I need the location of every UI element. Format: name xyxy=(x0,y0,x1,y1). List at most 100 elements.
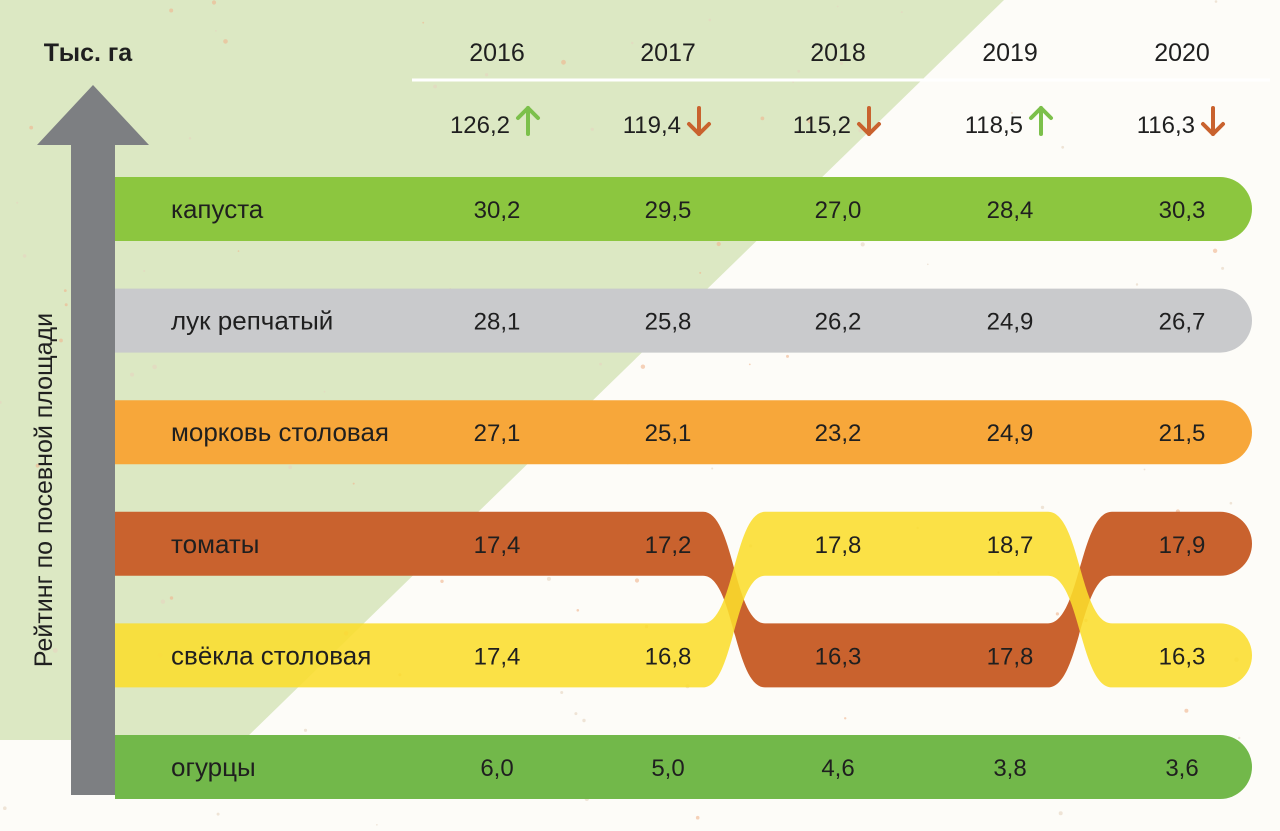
band-svekla xyxy=(115,511,1252,688)
band-luk xyxy=(115,288,1252,353)
speckle xyxy=(1229,501,1233,505)
speckle xyxy=(1184,708,1189,713)
speckle xyxy=(1040,505,1045,510)
year-header: 2018 xyxy=(810,39,866,67)
crop-label: морковь столовая xyxy=(171,417,389,447)
speckle xyxy=(561,59,566,65)
speckle xyxy=(0,400,2,404)
speckle xyxy=(695,815,700,820)
value-cell: 3,8 xyxy=(993,755,1026,782)
value-cell: 23,2 xyxy=(815,420,862,447)
value-cell: 17,4 xyxy=(474,643,521,670)
speckle xyxy=(288,465,293,470)
value-cell: 21,5 xyxy=(1159,420,1206,447)
value-cell: 25,1 xyxy=(645,420,692,447)
speckle xyxy=(582,718,586,723)
total-value: 116,3 xyxy=(1137,112,1195,139)
value-cell: 16,3 xyxy=(1159,643,1206,670)
value-cell: 30,2 xyxy=(474,197,521,224)
value-cell: 30,3 xyxy=(1159,197,1206,224)
speckle xyxy=(900,11,903,14)
speckle xyxy=(323,390,326,393)
total-value: 118,5 xyxy=(965,112,1023,139)
value-cell: 27,0 xyxy=(815,197,862,224)
value-cell: 17,4 xyxy=(474,532,521,559)
value-cell: 16,8 xyxy=(645,643,692,670)
speckle xyxy=(807,118,812,124)
value-cell: 26,2 xyxy=(815,309,862,336)
speckle xyxy=(169,596,174,600)
speckle xyxy=(303,728,308,732)
value-cell: 18,7 xyxy=(987,532,1034,559)
value-cell: 24,9 xyxy=(987,420,1034,447)
arrow-down-icon xyxy=(857,106,881,136)
speckle xyxy=(792,81,794,83)
rank-arrow xyxy=(37,85,149,795)
value-cell: 17,8 xyxy=(987,643,1034,670)
arrow-up-icon xyxy=(516,106,540,136)
speckle xyxy=(1214,0,1218,3)
crop-label: лук репчатый xyxy=(171,306,333,336)
speckle xyxy=(711,467,714,470)
speckle xyxy=(211,0,217,5)
band-tomaty xyxy=(115,511,1252,688)
value-cell: 29,5 xyxy=(645,197,692,224)
speckle xyxy=(16,201,19,204)
speckle xyxy=(188,137,192,140)
speckle xyxy=(63,289,67,292)
speckle xyxy=(223,39,228,44)
speckle xyxy=(786,354,789,358)
speckle xyxy=(760,116,765,121)
crop-label: свёкла столовая xyxy=(171,640,371,670)
speckle xyxy=(433,84,437,89)
year-header: 2019 xyxy=(982,39,1038,67)
speckle xyxy=(1238,736,1241,740)
arrow-shaft xyxy=(71,145,115,795)
value-cell: 17,8 xyxy=(815,532,862,559)
speckle xyxy=(797,69,801,73)
value-cell: 24,9 xyxy=(987,309,1034,336)
speckle xyxy=(546,576,551,581)
speckle xyxy=(215,30,217,32)
value-cell: 5,0 xyxy=(651,755,684,782)
speckle xyxy=(576,609,580,612)
speckle xyxy=(216,812,220,816)
crop-label: томаты xyxy=(171,529,259,559)
year-headers: 2016 2017 2018 2019 2020 xyxy=(469,39,1210,67)
speckle xyxy=(640,364,646,369)
value-cell: 17,9 xyxy=(1159,532,1206,559)
speckle xyxy=(485,73,489,77)
speckle xyxy=(59,338,63,343)
speckle xyxy=(1010,111,1014,114)
speckle xyxy=(1135,283,1139,286)
total-value: 115,2 xyxy=(793,112,851,139)
speckle xyxy=(839,61,844,65)
value-cell: 25,8 xyxy=(645,309,692,336)
speckle xyxy=(844,717,847,720)
speckle xyxy=(841,125,846,130)
value-cell: 17,2 xyxy=(645,532,692,559)
speckle xyxy=(1212,248,1218,253)
value-cell: 6,0 xyxy=(480,755,513,782)
speckle xyxy=(1055,612,1059,616)
crop-bands xyxy=(115,177,1252,799)
speckle xyxy=(352,482,355,485)
speckle xyxy=(422,21,425,24)
speckle xyxy=(22,254,27,258)
unit-label: Тыс. га xyxy=(44,39,133,67)
speckle xyxy=(699,271,702,274)
speckle xyxy=(599,362,602,366)
speckle xyxy=(1143,468,1146,471)
band-kapusta xyxy=(115,177,1252,241)
speckle xyxy=(52,648,58,653)
value-cell: 3,6 xyxy=(1165,755,1198,782)
speckle xyxy=(634,578,640,583)
speckle xyxy=(858,128,862,133)
value-cell: 16,3 xyxy=(815,643,862,670)
speckle xyxy=(631,41,634,45)
speckle xyxy=(860,242,865,247)
year-header: 2017 xyxy=(640,39,696,67)
speckle xyxy=(1221,266,1225,270)
